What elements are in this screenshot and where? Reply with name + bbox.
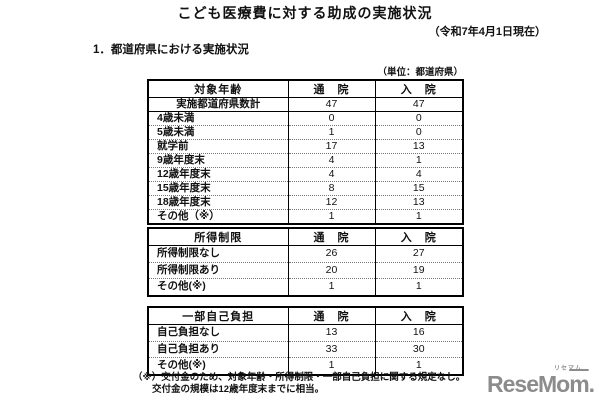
outpatient-value: 4 [287,153,376,168]
inpatient-value: 16 [374,324,464,341]
header-income-limit: 所得制限 [147,227,289,246]
table-row: 5歳未満 1 0 [147,125,464,140]
date-note: （令和7年4月1日現在） [428,26,546,38]
outpatient-value: 1 [287,125,376,140]
table-row: その他(※) 1 1 [147,357,464,375]
outpatient-value: 47 [287,97,376,112]
outpatient-value: 12 [287,195,376,210]
inpatient-value: 13 [374,195,464,210]
table-copayment: 一部自己負担 通 院 入 院 自己負担なし 13 16 自己負担あり 33 30… [147,306,464,376]
inpatient-value: 15 [374,181,464,196]
header-outpatient: 通 院 [287,227,376,246]
inpatient-value: 47 [374,97,464,112]
table-target-age: 対象年齢 通 院 入 院 実施都道府県数計 47 47 4歳未満 0 0 5歳未… [147,79,464,225]
inpatient-value: 27 [374,245,464,262]
inpatient-value: 0 [374,111,464,126]
row-label: 12歳年度末 [147,167,289,182]
page-title: こども医療費に対する助成の実施状況 [177,5,433,21]
row-label: 4歳未満 [147,111,289,126]
inpatient-value: 1 [374,153,464,168]
row-label: 18歳年度末 [147,195,289,210]
outpatient-value: 13 [287,324,376,341]
table-row: 15歳年度末 8 15 [147,181,464,196]
header-copayment: 一部自己負担 [147,306,289,325]
header-outpatient: 通 院 [287,306,376,325]
unit-note: （単位：都道府県） [377,67,463,78]
inpatient-value: 1 [374,357,464,375]
resemom-logo-text-m: m [569,371,589,397]
header-inpatient: 入 院 [374,306,464,325]
table-row: 18歳年度末 12 13 [147,195,464,210]
resemom-logo-text: ReseMo [487,371,570,397]
table-row: 12歳年度末 4 4 [147,167,464,182]
table-row: その他(※) 1 1 [147,278,464,296]
table-header-row: 一部自己負担 通 院 入 院 [147,306,464,325]
table-row: 所得制限なし 26 27 [147,245,464,262]
inpatient-value: 13 [374,139,464,154]
table-row: 9歳年度末 4 1 [147,153,464,168]
row-label: 所得制限あり [147,261,289,279]
resemom-logo: リセマム ReseMom. [487,366,595,398]
header-target-age: 対象年齢 [147,79,289,98]
inpatient-value: 30 [374,340,464,358]
table-row: 自己負担あり 33 30 [147,340,464,358]
table-row: その他（※） 1 1 [147,209,464,224]
inpatient-value: 0 [374,125,464,140]
header-inpatient: 入 院 [374,227,464,246]
row-label: その他(※) [147,278,289,296]
outpatient-value: 33 [287,340,376,358]
resemom-logo-dot: . [588,371,595,397]
row-label: 自己負担あり [147,340,289,358]
outpatient-value: 8 [287,181,376,196]
row-label: 5歳未満 [147,125,289,140]
inpatient-value: 4 [374,167,464,182]
outpatient-value: 4 [287,167,376,182]
row-label: 9歳年度末 [147,153,289,168]
inpatient-value: 19 [374,261,464,279]
table-income-limit: 所得制限 通 院 入 院 所得制限なし 26 27 所得制限あり 20 19 そ… [147,227,464,297]
table-header-row: 対象年齢 通 院 入 院 [147,79,464,98]
footnote-line2: 交付金の規模は12歳年度末までに相当。 [152,383,325,395]
row-label: 就学前 [147,139,289,154]
row-label: 所得制限なし [147,245,289,262]
table-row: 就学前 17 13 [147,139,464,154]
outpatient-value: 20 [287,261,376,279]
table-row: 4歳未満 0 0 [147,111,464,126]
row-label: 自己負担なし [147,324,289,341]
inpatient-value: 1 [374,278,464,296]
section-heading: 1．都道府県における実施状況 [93,44,249,56]
row-label: 実施都道府県数計 [147,97,289,112]
outpatient-value: 0 [287,111,376,126]
outpatient-value: 26 [287,245,376,262]
table-row: 所得制限あり 20 19 [147,261,464,279]
footnote: （※）交付金のため、対象年齢・所得制限・一部自己負担に関する規定なし。 交付金の… [133,372,465,395]
header-inpatient: 入 院 [374,79,464,98]
footnote-line1: （※）交付金のため、対象年齢・所得制限・一部自己負担に関する規定なし。 [133,372,466,383]
table-header-row: 所得制限 通 院 入 院 [147,227,464,246]
outpatient-value: 1 [287,278,376,296]
resemom-logo-ruby-text: リセマム [554,366,583,372]
row-label: その他(※) [147,357,289,375]
row-label: 15歳年度末 [147,181,289,196]
inpatient-value: 1 [374,209,464,224]
outpatient-value: 17 [287,139,376,154]
header-outpatient: 通 院 [287,79,376,98]
table-row: 自己負担なし 13 16 [147,324,464,341]
row-label: その他（※） [147,209,289,224]
outpatient-value: 1 [287,209,376,224]
table-row: 実施都道府県数計 47 47 [147,97,464,112]
